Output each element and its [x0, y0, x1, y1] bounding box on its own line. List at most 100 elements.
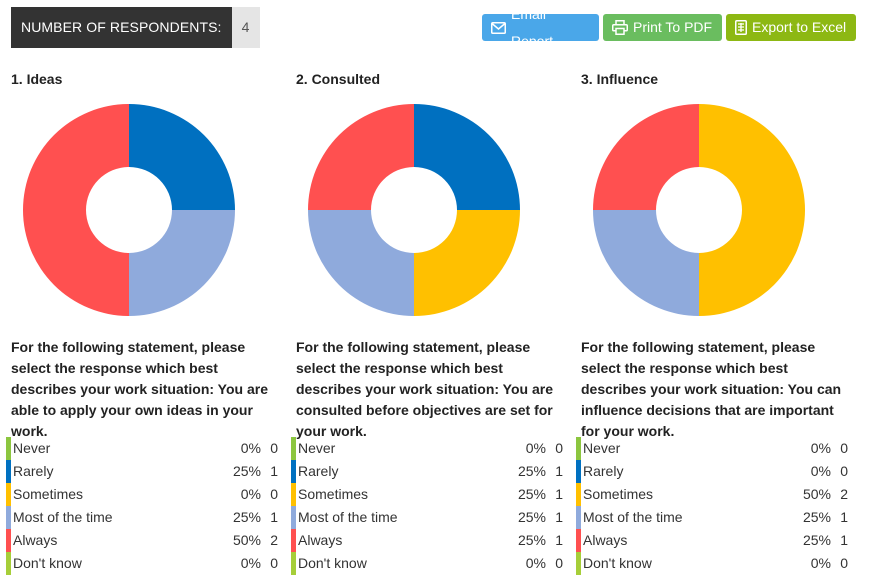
legend-row: Never 0% 0 — [291, 437, 563, 460]
legend-label: Don't know — [298, 555, 367, 571]
legend-label: Most of the time — [13, 509, 113, 525]
legend-percent: 0% — [240, 440, 261, 456]
chart-legend: Never 0% 0 Rarely 25% 1 Sometimes 25% 1 Most of t… — [291, 437, 563, 575]
legend-label: Never — [298, 440, 336, 456]
legend-label: Rarely — [583, 463, 624, 479]
legend-count: 0 — [840, 555, 848, 571]
legend-count: 0 — [555, 555, 563, 571]
question-text: For the following statement, please sele… — [11, 339, 268, 439]
export-excel-button[interactable]: Export to Excel — [726, 14, 856, 41]
slice-always — [23, 104, 129, 316]
donut-chart — [23, 104, 235, 316]
slice-most-of-the-time — [308, 210, 414, 316]
legend-percent: 0% — [525, 440, 546, 456]
legend-label: Most of the time — [583, 509, 683, 525]
legend-percent: 0% — [240, 486, 261, 502]
legend-row: Never 0% 0 — [576, 437, 848, 460]
legend-count: 1 — [840, 509, 848, 525]
legend-row: Always 25% 1 — [576, 529, 848, 552]
legend-count: 0 — [840, 440, 848, 456]
print-pdf-label: Print To PDF — [633, 19, 713, 35]
slice-always — [308, 104, 414, 210]
legend-row: Always 25% 1 — [291, 529, 563, 552]
legend-row: Sometimes 50% 2 — [576, 483, 848, 506]
email-report-button[interactable]: Email Report — [482, 6, 599, 49]
envelope-icon — [491, 21, 506, 34]
legend-percent: 0% — [240, 555, 261, 571]
email-report-label: Email Report — [511, 5, 554, 49]
chart-column-1: 1. Ideas For the following statement, pl… — [6, 70, 281, 575]
chart-title: 3. Influence — [581, 71, 659, 87]
legend-row: Most of the time 25% 1 — [576, 506, 848, 529]
slice-most-of-the-time — [129, 210, 235, 316]
print-pdf-button[interactable]: Print To PDF — [603, 14, 722, 41]
legend-percent: 50% — [802, 486, 831, 502]
legend-label: Most of the time — [298, 509, 398, 525]
legend-row: Rarely 25% 1 — [6, 460, 278, 483]
legend-percent: 25% — [802, 509, 831, 525]
legend-percent: 0% — [810, 463, 831, 479]
legend-count: 0 — [840, 463, 848, 479]
legend-label: Don't know — [13, 555, 82, 571]
respondents-label: NUMBER OF RESPONDENTS: — [11, 7, 232, 48]
legend-percent: 25% — [517, 532, 546, 548]
legend-label: Sometimes — [583, 486, 654, 502]
legend-count: 2 — [840, 486, 848, 502]
legend-row: Rarely 25% 1 — [291, 460, 563, 483]
legend-percent: 25% — [517, 463, 546, 479]
legend-count: 2 — [270, 532, 278, 548]
chart-column-2: 2. Consulted For the following statement… — [291, 70, 566, 575]
legend-percent: 25% — [517, 509, 546, 525]
slice-always — [593, 104, 699, 210]
legend-row: Never 0% 0 — [6, 437, 278, 460]
legend-label: Always — [13, 532, 58, 548]
legend-percent: 0% — [525, 555, 546, 571]
report-actions: Email Report Print To PDF Export to Exce… — [482, 6, 856, 49]
legend-percent: 25% — [232, 463, 261, 479]
chart-legend: Never 0% 0 Rarely 0% 0 Sometimes 50% 2 Most of th… — [576, 437, 848, 575]
legend-label: Don't know — [583, 555, 652, 571]
legend-label: Always — [583, 532, 628, 548]
legend-label: Always — [298, 532, 343, 548]
legend-percent: 25% — [517, 486, 546, 502]
legend-row: Most of the time 25% 1 — [6, 506, 278, 529]
printer-icon — [612, 20, 628, 35]
legend-row: Always 50% 2 — [6, 529, 278, 552]
legend-percent: 0% — [810, 440, 831, 456]
legend-count: 1 — [270, 463, 278, 479]
legend-count: 0 — [555, 440, 563, 456]
slice-sometimes — [414, 210, 520, 316]
legend-percent: 25% — [802, 532, 831, 548]
legend-count: 0 — [270, 486, 278, 502]
legend-row: Don't know 0% 0 — [291, 552, 563, 575]
legend-label: Never — [583, 440, 621, 456]
donut-chart — [308, 104, 520, 316]
legend-count: 0 — [270, 555, 278, 571]
legend-percent: 0% — [810, 555, 831, 571]
question-text: For the following statement, please sele… — [581, 339, 842, 439]
legend-label: Sometimes — [298, 486, 369, 502]
chart-title: 2. Consulted — [296, 71, 381, 87]
legend-count: 1 — [555, 486, 563, 502]
legend-row: Sometimes 25% 1 — [291, 483, 563, 506]
legend-count: 1 — [840, 532, 848, 548]
legend-count: 0 — [270, 440, 278, 456]
donut-chart — [593, 104, 805, 316]
slice-rarely — [129, 104, 235, 210]
slice-rarely — [414, 104, 520, 210]
legend-percent: 50% — [232, 532, 261, 548]
legend-count: 1 — [555, 463, 563, 479]
legend-count: 1 — [555, 509, 563, 525]
chart-column-3: 3. Influence For the following statement… — [576, 70, 851, 575]
legend-percent: 25% — [232, 509, 261, 525]
legend-count: 1 — [270, 509, 278, 525]
legend-label: Rarely — [13, 463, 54, 479]
legend-label: Rarely — [298, 463, 339, 479]
chart-title: 1. Ideas — [11, 71, 63, 87]
legend-row: Rarely 0% 0 — [576, 460, 848, 483]
respondents-count: 4 — [231, 7, 260, 48]
export-excel-label: Export to Excel — [752, 19, 847, 35]
chart-legend: Never 0% 0 Rarely 25% 1 Sometimes 0% 0 Most of th… — [6, 437, 278, 575]
legend-row: Don't know 0% 0 — [6, 552, 278, 575]
spreadsheet-icon — [735, 20, 747, 35]
